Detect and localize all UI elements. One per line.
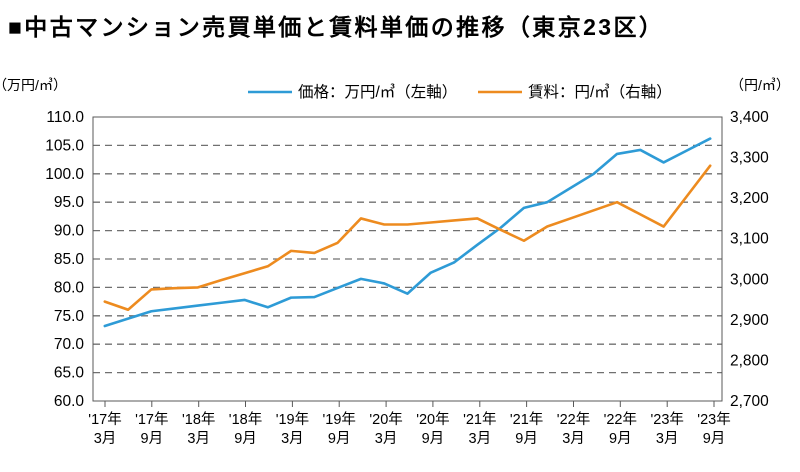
svg-text:3月: 3月 xyxy=(562,431,585,447)
svg-text:65.0: 65.0 xyxy=(54,365,85,382)
svg-text:100.0: 100.0 xyxy=(45,166,84,183)
svg-text:9月: 9月 xyxy=(328,431,351,447)
svg-text:3月: 3月 xyxy=(94,431,117,447)
svg-text:3月: 3月 xyxy=(469,431,492,447)
svg-text:2,700: 2,700 xyxy=(730,393,769,410)
svg-text:2,900: 2,900 xyxy=(730,312,769,329)
svg-text:賃料：円/㎥（右軸）: 賃料：円/㎥（右軸） xyxy=(528,83,672,101)
svg-text:9月: 9月 xyxy=(141,431,164,447)
svg-text:（円/㎥）: （円/㎥） xyxy=(730,77,790,93)
svg-text:9月: 9月 xyxy=(703,431,726,447)
svg-text:3,300: 3,300 xyxy=(730,150,769,167)
svg-text:'18年: '18年 xyxy=(182,411,215,428)
svg-text:95.0: 95.0 xyxy=(54,194,85,211)
svg-text:110.0: 110.0 xyxy=(46,109,84,126)
svg-text:75.0: 75.0 xyxy=(54,308,85,325)
svg-text:3,400: 3,400 xyxy=(730,109,769,126)
svg-text:'19年: '19年 xyxy=(322,411,355,428)
svg-text:3月: 3月 xyxy=(281,431,304,447)
svg-text:'22年: '22年 xyxy=(557,411,590,428)
svg-text:'21年: '21年 xyxy=(510,411,543,428)
svg-text:105.0: 105.0 xyxy=(45,137,84,154)
svg-text:'18年: '18年 xyxy=(229,411,262,428)
svg-text:'21年: '21年 xyxy=(463,411,496,428)
svg-text:3,000: 3,000 xyxy=(730,271,769,288)
svg-text:9月: 9月 xyxy=(515,431,538,447)
svg-text:9月: 9月 xyxy=(609,431,632,447)
svg-text:'19年: '19年 xyxy=(276,411,309,428)
svg-text:3月: 3月 xyxy=(187,431,210,447)
svg-text:'17年: '17年 xyxy=(88,411,121,428)
svg-text:'22年: '22年 xyxy=(604,411,637,428)
svg-text:3,200: 3,200 xyxy=(730,190,769,207)
svg-text:'17年: '17年 xyxy=(135,411,168,428)
svg-text:60.0: 60.0 xyxy=(54,393,85,410)
svg-text:'20年: '20年 xyxy=(369,411,402,428)
svg-text:2,800: 2,800 xyxy=(730,352,769,369)
svg-text:'20年: '20年 xyxy=(416,411,449,428)
svg-text:3月: 3月 xyxy=(656,431,679,447)
svg-text:（万円/㎥）: （万円/㎥） xyxy=(0,77,67,93)
svg-text:3月: 3月 xyxy=(375,431,398,447)
svg-text:9月: 9月 xyxy=(422,431,445,447)
svg-text:'23年: '23年 xyxy=(650,411,683,428)
svg-text:3,100: 3,100 xyxy=(730,231,769,248)
svg-text:85.0: 85.0 xyxy=(54,251,85,268)
svg-text:90.0: 90.0 xyxy=(54,223,85,240)
svg-text:80.0: 80.0 xyxy=(54,279,85,296)
svg-text:価格：万円/㎥（左軸）: 価格：万円/㎥（左軸） xyxy=(298,83,457,101)
svg-text:70.0: 70.0 xyxy=(54,336,85,353)
svg-text:'23年: '23年 xyxy=(697,411,730,428)
svg-text:9月: 9月 xyxy=(234,431,257,447)
